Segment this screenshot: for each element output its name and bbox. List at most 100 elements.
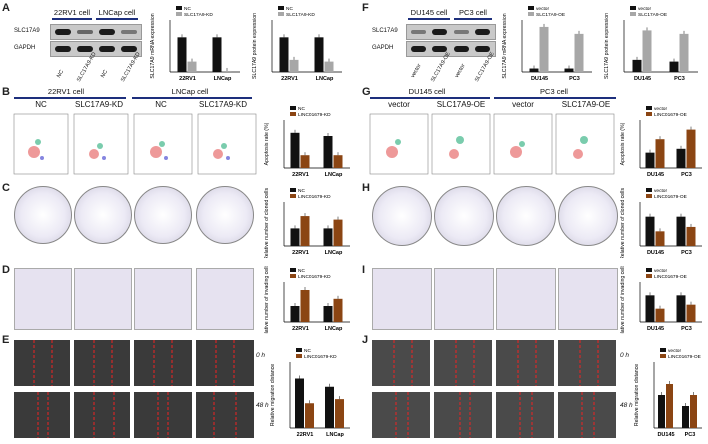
blot-strip [406, 41, 496, 57]
bar [658, 395, 665, 428]
bar [686, 226, 696, 246]
invasion-image [496, 268, 556, 330]
panel-letter-h: H [362, 182, 370, 194]
legend-swatch [646, 188, 652, 192]
colony-dish [196, 186, 254, 244]
x-tick-label: DU145 [647, 250, 664, 256]
bar [645, 216, 655, 246]
x-tick-label: DU145 [634, 76, 651, 82]
panel-letter-e: E [2, 334, 10, 346]
panel-letter-c: C [2, 182, 10, 194]
legend-label: LINC01679-KD [298, 112, 331, 118]
legend-label: vector [654, 268, 667, 274]
y-axis-label: Relative number of cloned cells [264, 188, 270, 258]
invasion-image [372, 268, 432, 330]
bar [333, 219, 343, 246]
cell-header: LNCap cell [98, 8, 136, 17]
y-axis-label: Relative number of invading cells [620, 266, 626, 334]
bar [290, 132, 300, 168]
bar-chart: SLC17A9 protein expression 22RV1 LNCap NCSL… [252, 6, 342, 82]
legend-swatch [630, 12, 636, 16]
bar [333, 298, 343, 322]
column-label: SLC17A9-KD [198, 100, 248, 109]
legend-label: NC [298, 106, 305, 112]
legend-label: LINC01679-OE [654, 112, 687, 118]
bar [324, 61, 334, 72]
column-label: SLC17A9-OE [436, 100, 486, 109]
bar [335, 399, 344, 428]
y-axis-label: Relative number of cloned cells [620, 188, 626, 258]
bar [676, 216, 686, 246]
bar [290, 306, 300, 322]
row-label: 0 h [620, 352, 630, 359]
header-bar [96, 18, 138, 20]
legend-swatch [290, 188, 296, 192]
panel-letter-a: A [2, 2, 10, 14]
panel-letter-f: F [362, 2, 369, 14]
legend-swatch [290, 274, 296, 278]
column-label: SLC17A9-KD [74, 100, 124, 109]
bar [323, 136, 333, 168]
legend-label: LINC01679-OE [654, 194, 687, 200]
blot-strip [50, 24, 142, 40]
bar [177, 37, 187, 72]
bar [300, 155, 310, 168]
lane-label: vector [410, 63, 423, 79]
invasion-image [196, 268, 254, 330]
bar [300, 290, 310, 322]
legend-swatch [278, 12, 284, 16]
invasion-image [134, 268, 192, 330]
invasion-image [558, 268, 618, 330]
column-label: vector [512, 100, 534, 109]
x-tick-label: LNCap [214, 76, 232, 82]
x-tick-label: DU145 [657, 432, 674, 438]
y-axis-label: Relative migration distance [270, 364, 276, 426]
row-label: 48 h [620, 402, 633, 409]
bar-chart: Relative number of invading cells DU145 PC… [620, 266, 702, 334]
lane-label: vector [454, 63, 467, 79]
legend-swatch [290, 194, 296, 198]
legend-label: SLC17A9-KD [184, 12, 213, 18]
legend-swatch [296, 354, 302, 358]
legend-swatch [660, 354, 666, 358]
legend-label: LINC01679-OE [654, 274, 687, 280]
bar [300, 216, 310, 246]
cell-header: DU145 cell [410, 8, 448, 17]
bar [655, 308, 665, 322]
group-header: PC3 cell [540, 87, 568, 96]
group-header: 22RV1 cell [47, 87, 85, 96]
bar-chart: SLC17A9 protein expression DU145 PC3 vector… [604, 6, 698, 82]
bar-chart: Relative number of cloned cells 22RV1 LNCa… [264, 188, 350, 258]
bar [690, 395, 697, 428]
bar [314, 37, 324, 72]
flow-plots [369, 113, 615, 175]
legend-label: LINC01679-KD [304, 354, 337, 360]
bar [676, 148, 686, 168]
legend-swatch [646, 268, 652, 272]
bar [323, 306, 333, 322]
x-tick-label: PC3 [685, 432, 696, 438]
legend-label: LINC01679-OE [668, 354, 701, 360]
x-tick-label: LNCap [316, 76, 334, 82]
x-tick-label: LNCap [325, 326, 343, 332]
x-tick-label: PC3 [681, 172, 692, 178]
legend-label: vector [654, 106, 667, 112]
y-axis-label: SLC17A9 protein expression [604, 13, 610, 79]
column-label: NC [155, 100, 167, 109]
bar [574, 33, 584, 72]
legend-label: vector [638, 6, 651, 12]
bar [212, 37, 222, 72]
x-tick-label: 22RV1 [179, 76, 196, 82]
panel-letter-b: B [2, 86, 10, 98]
legend-label: vector [668, 348, 681, 354]
bar [564, 68, 574, 72]
bar [187, 61, 197, 72]
bar [290, 228, 300, 246]
bar-chart: Apoptosis rate (%) 22RV1 LNCap NCLINC01679-… [264, 106, 350, 178]
legend-label: NC [298, 268, 305, 274]
legend-swatch [296, 348, 302, 352]
legend-swatch [290, 268, 296, 272]
colony-dish [74, 186, 132, 244]
bar-chart: Apoptosis rate (%) DU145 PC3 vectorLINC0167… [620, 106, 702, 178]
panel-j-wound-images [372, 340, 616, 438]
